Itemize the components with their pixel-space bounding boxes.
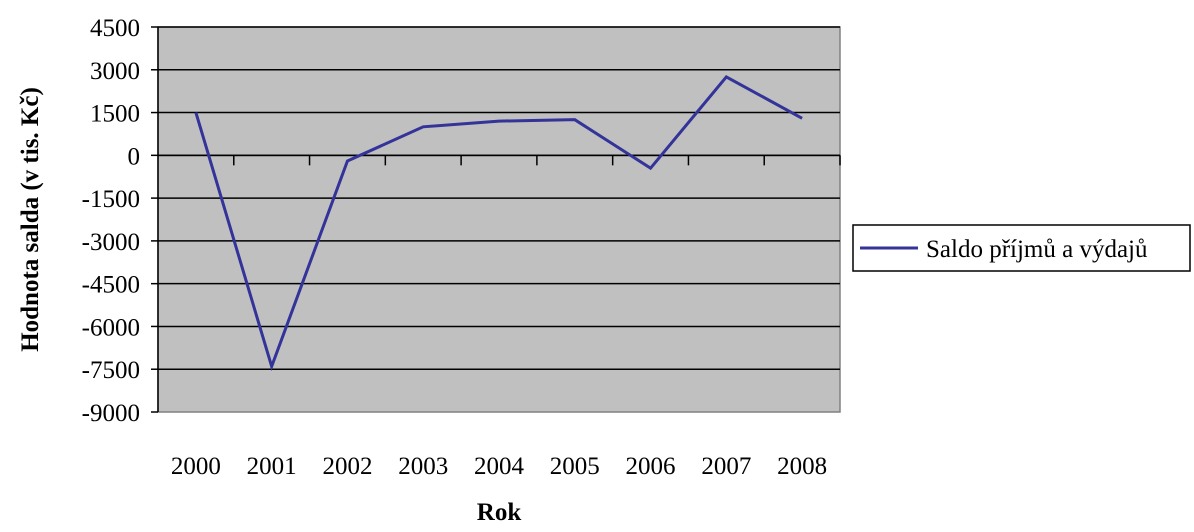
y-tick-label: -3000 [82, 229, 140, 256]
y-tick-label: 3000 [90, 58, 140, 85]
legend-label: Saldo příjmů a výdajů [926, 236, 1148, 263]
y-tick-label: -1500 [82, 186, 140, 213]
y-tick-labels: 4500 3000 1500 0 -1500 -3000 -4500 -6000 -7500 -9… [82, 15, 140, 427]
plot-area [157, 26, 841, 413]
x-tick-label: 2001 [247, 453, 297, 480]
legend: Saldo příjmů a výdajů [852, 224, 1191, 272]
x-tick-label: 2004 [474, 453, 525, 480]
y-tick-label: -6000 [82, 314, 140, 341]
x-tick-label: 2005 [550, 453, 600, 480]
x-tick-label: 2002 [322, 453, 372, 480]
legend-box [852, 224, 1191, 272]
series-lines [194, 74, 803, 372]
y-tick-label: -7500 [82, 357, 140, 384]
y-tick-label: 1500 [90, 101, 140, 128]
x-tick-labels: 2000 2001 2002 2003 2004 2005 2006 2007 2008 [171, 453, 827, 480]
y-tick-label: -4500 [82, 272, 140, 299]
y-tick-label: 0 [128, 143, 141, 170]
x-tick-label: 2006 [626, 453, 676, 480]
y-tick-label: 4500 [90, 15, 140, 42]
x-tick-label: 2000 [171, 453, 221, 480]
x-axis-title: Rok [477, 499, 522, 526]
axes [151, 26, 841, 413]
x-tick-label: 2003 [398, 453, 448, 480]
x-tick-label: 2007 [701, 453, 751, 480]
x-tick-label: 2008 [777, 453, 827, 480]
y-tick-label: -9000 [82, 400, 140, 427]
series-line [194, 74, 803, 372]
y-axis-title: Hodnota salda (v tis. Kč) [17, 87, 44, 352]
